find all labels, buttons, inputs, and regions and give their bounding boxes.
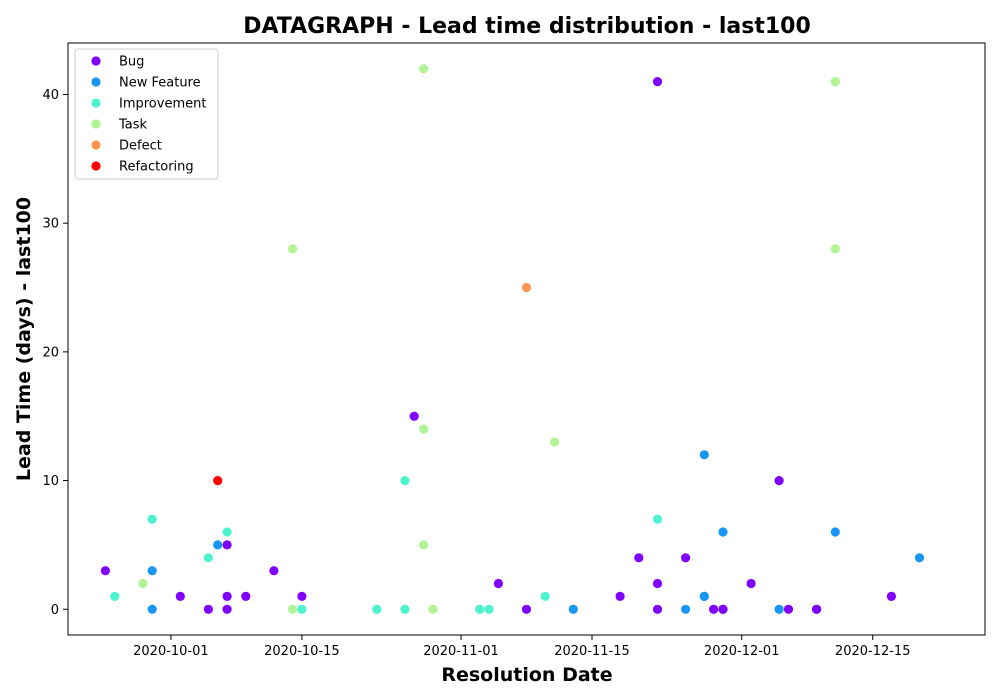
point-new-feature-4: [681, 604, 691, 614]
x-tick-label-0: 2020-10-01: [133, 644, 209, 659]
point-improvement-12: [540, 591, 550, 602]
point-improvement-6: [372, 604, 382, 614]
point-bug-5: [222, 540, 232, 550]
legend-label-refactoring: Refactoring: [119, 160, 194, 175]
point-bug-6: [241, 591, 251, 602]
y-tick-label-4: 40: [42, 88, 59, 103]
point-bug-13: [634, 553, 644, 563]
point-bug-11: [521, 604, 532, 614]
legend-label-task: Task: [118, 118, 148, 133]
y-tick-label-0: 0: [51, 603, 59, 618]
point-bug-21: [746, 578, 756, 589]
x-axis-ticks: 2020-10-01 2020-10-15 2020-11-01 2020-11-15…: [133, 635, 910, 659]
legend-marker-improvement: [91, 98, 101, 108]
point-task-9: [830, 77, 840, 87]
point-new-feature-7: [699, 591, 709, 602]
point-bug-2: [203, 604, 213, 614]
point-bug-8: [297, 591, 307, 602]
point-bug-9: [409, 411, 419, 421]
legend-label-new-feature: New Feature: [119, 76, 201, 91]
legend-marker-task: [91, 119, 101, 129]
y-tick-label-1: 10: [42, 474, 59, 489]
plot-area: [67, 42, 986, 636]
legend-marker-defect: [91, 140, 101, 150]
point-task-7: [550, 437, 560, 447]
point-task-1: [288, 244, 298, 254]
legend-marker-bug: [91, 56, 101, 66]
point-bug-26: [886, 591, 897, 602]
point-improvement-0: [110, 591, 120, 602]
point-task-3: [419, 64, 429, 74]
point-new-feature-9: [774, 604, 784, 614]
point-improvement-2: [203, 553, 213, 563]
point-task-6: [428, 604, 438, 614]
point-improvement-4: [297, 604, 307, 614]
legend: Bug New Feature Improvement Task Defect Refac…: [74, 48, 219, 180]
point-new-feature-1: [147, 566, 157, 576]
y-axis-label: Lead Time (days) - last100: [13, 197, 35, 481]
point-bug-10: [493, 578, 503, 589]
legend-label-defect: Defect: [119, 139, 162, 154]
y-tick-label-2: 20: [42, 345, 59, 360]
legend-marker-new-feature: [91, 77, 101, 87]
point-task-5: [419, 424, 429, 434]
point-new-feature-11: [914, 553, 925, 563]
point-defect-0: [521, 282, 532, 293]
point-bug-4: [222, 604, 232, 614]
x-axis-label: Resolution Date: [441, 664, 612, 686]
point-task-4: [419, 540, 429, 550]
point-bug-20: [718, 604, 728, 614]
point-task-0: [138, 578, 148, 589]
point-bug-7: [269, 566, 279, 576]
point-new-feature-0: [147, 604, 157, 614]
point-bug-22: [774, 476, 784, 486]
point-bug-16: [652, 578, 663, 589]
point-bug-12: [615, 591, 625, 602]
point-improvement-1: [147, 514, 157, 524]
point-new-feature-8: [718, 527, 728, 537]
point-new-feature-10: [830, 527, 840, 537]
legend-label-bug: Bug: [119, 55, 144, 70]
legend-label-improvement: Improvement: [119, 97, 206, 112]
point-improvement-3: [222, 527, 232, 537]
point-new-feature-5: [699, 450, 709, 460]
point-refactoring-0: [213, 476, 223, 486]
x-tick-label-4: 2020-12-01: [704, 644, 780, 659]
x-tick-label-2: 2020-11-01: [423, 644, 499, 659]
x-tick-label-3: 2020-11-15: [554, 644, 630, 659]
point-improvement-13: [652, 514, 663, 524]
point-bug-0: [100, 566, 110, 576]
y-axis-ticks: 0 10 20 30 40: [42, 88, 68, 618]
point-improvement-10: [475, 604, 485, 614]
legend-marker-refactoring: [91, 161, 101, 171]
chart-title: DATAGRAPH - Lead time distribution - las…: [243, 14, 811, 39]
point-bug-1: [175, 591, 185, 602]
point-bug-14: [652, 77, 663, 87]
point-bug-3: [222, 591, 232, 602]
point-bug-25: [812, 604, 822, 614]
point-new-feature-2: [213, 540, 223, 550]
point-improvement-8: [400, 604, 410, 614]
point-improvement-7: [400, 476, 410, 486]
y-tick-label-3: 30: [42, 217, 59, 232]
point-bug-18: [709, 604, 719, 614]
x-tick-label-5: 2020-12-15: [835, 644, 911, 659]
x-tick-label-1: 2020-10-15: [264, 644, 340, 659]
data-points: [100, 64, 925, 614]
point-bug-15: [652, 604, 663, 614]
point-task-10: [830, 244, 840, 254]
point-improvement-11: [484, 604, 494, 614]
point-new-feature-3: [568, 604, 578, 614]
legend-box: [74, 48, 219, 180]
point-bug-17: [681, 553, 691, 563]
point-task-2: [288, 604, 298, 614]
point-bug-23: [783, 604, 794, 614]
